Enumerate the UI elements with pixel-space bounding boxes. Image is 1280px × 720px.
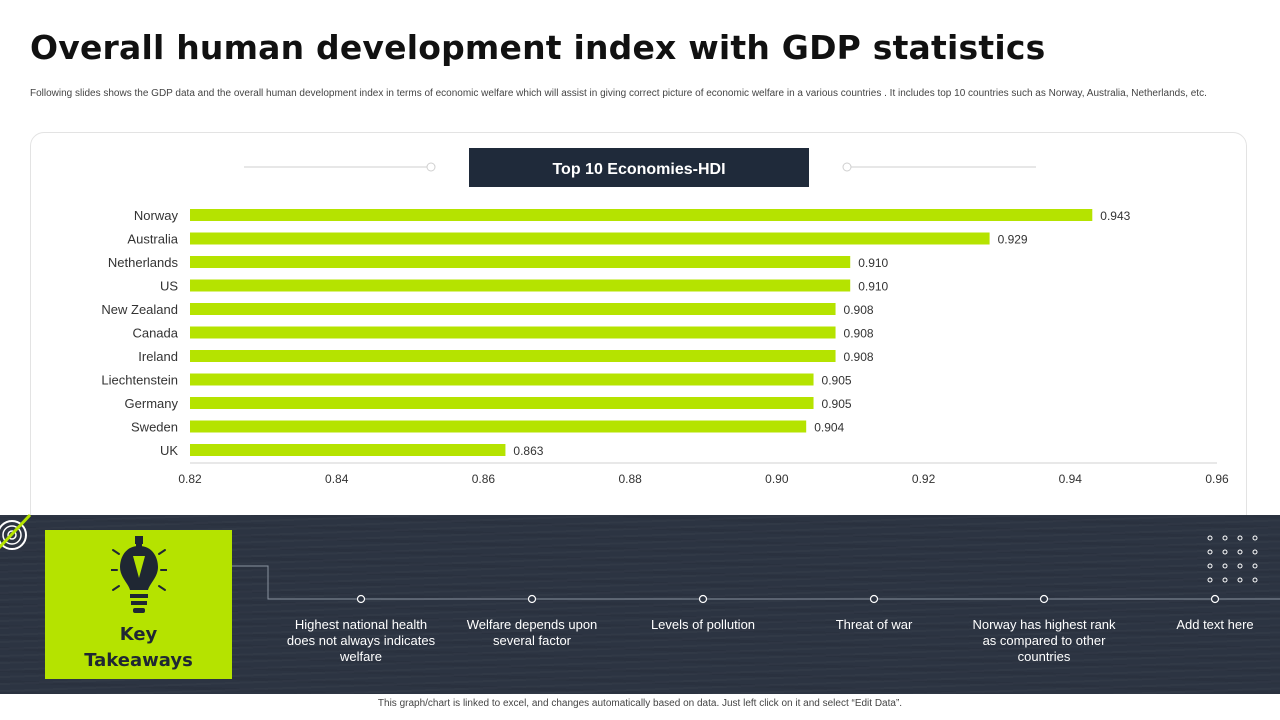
grid-dot (1222, 563, 1228, 569)
ring-logo-icon (0, 513, 32, 550)
grid-dot (1222, 535, 1228, 541)
value-label: 0.908 (844, 327, 874, 341)
category-label: Australia (127, 232, 178, 247)
footnote: This graph/chart is linked to excel, and… (377, 698, 903, 709)
value-label: 0.905 (822, 397, 852, 411)
category-label: Ireland (138, 349, 178, 364)
category-label: Netherlands (108, 255, 179, 270)
timeline-node-4 (869, 594, 879, 604)
value-label: 0.904 (814, 421, 844, 435)
bar-uk[interactable] (190, 444, 506, 456)
bar-netherlands[interactable] (190, 256, 851, 268)
pencil-lightbulb-icon (111, 536, 167, 613)
bar-ireland[interactable] (190, 350, 836, 362)
timeline (232, 565, 1280, 604)
key-takeaways-line1: Key (119, 624, 158, 645)
value-label: 0.910 (858, 280, 888, 294)
x-tick-label: 0.92 (912, 472, 936, 486)
bar-germany[interactable] (190, 397, 814, 409)
grid-dot (1252, 535, 1258, 541)
grid-dot (1237, 549, 1243, 555)
takeaway-item-5[interactable]: Norway has highest rank as compared to o… (972, 617, 1116, 664)
category-label: UK (160, 443, 178, 458)
x-tick-label: 0.96 (1205, 472, 1229, 486)
value-label: 0.929 (998, 233, 1028, 247)
bar-us[interactable] (190, 279, 851, 292)
grid-dot (1237, 563, 1243, 569)
bar-australia[interactable] (190, 232, 990, 245)
bar-liechtenstein[interactable] (190, 373, 814, 386)
value-label: 0.910 (858, 256, 888, 270)
x-tick-label: 0.84 (325, 472, 349, 486)
bar-norway[interactable] (190, 209, 1093, 221)
value-label: 0.908 (844, 350, 874, 364)
timeline-connector (232, 565, 1280, 600)
grid-dot (1252, 549, 1258, 555)
grid-dot (1222, 549, 1228, 555)
page-title: Overall human development index with GDP… (30, 28, 1046, 67)
x-tick-label: 0.86 (472, 472, 496, 486)
value-label: 0.863 (513, 444, 543, 458)
title-right-dot (842, 162, 852, 172)
chart-card[interactable]: Top 10 Economies-HDI Norway 0.943 Australia… (30, 132, 1247, 534)
takeaway-item-4[interactable]: Threat of war (835, 617, 913, 632)
timeline-node-3 (698, 594, 708, 604)
grid-dot (1222, 577, 1228, 583)
grid-dot (1252, 577, 1258, 583)
category-label: Sweden (131, 420, 178, 435)
category-label: Liechtenstein (101, 373, 178, 388)
key-takeaways-line2: Takeaways (84, 650, 193, 671)
category-label: Norway (134, 208, 179, 223)
bar-sweden[interactable] (190, 420, 807, 433)
x-tick-label: 0.90 (765, 472, 789, 486)
key-takeaways-box: Key Takeaways (45, 530, 232, 679)
takeaway-item-3[interactable]: Levels of pollution (650, 617, 756, 632)
x-tick-label: 0.82 (178, 472, 202, 486)
value-label: 0.905 (822, 374, 852, 388)
hdi-bar-chart[interactable]: Top 10 Economies-HDI Norway 0.943 Australia… (31, 133, 1246, 533)
grid-dot (1237, 535, 1243, 541)
bar-new-zealand[interactable] (190, 303, 836, 315)
chart-title: Top 10 Economies-HDI (552, 161, 725, 178)
key-takeaways-band: Key Takeaways Highest national health do… (0, 513, 1280, 694)
grid-dot (1207, 577, 1213, 583)
category-label: Germany (125, 396, 179, 411)
takeaway-item-2[interactable]: Welfare depends upon several factor (466, 617, 598, 648)
category-label: New Zealand (101, 302, 178, 317)
timeline-node-5 (1039, 594, 1049, 604)
bar-canada[interactable] (190, 326, 836, 339)
grid-dot (1207, 535, 1213, 541)
grid-dot (1252, 563, 1258, 569)
chart-title-box (469, 148, 809, 187)
dots-grid-icon (1207, 535, 1258, 583)
takeaway-item-1[interactable]: Highest national health does not always … (286, 617, 436, 664)
key-takeaways-label: Key Takeaways (45, 622, 232, 674)
timeline-node-1 (356, 594, 366, 604)
x-tick-label: 0.88 (618, 472, 642, 486)
page-subtitle: Following slides shows the GDP data and … (30, 88, 1207, 99)
grid-dot (1237, 577, 1243, 583)
category-label: US (160, 279, 178, 294)
takeaway-item-6[interactable]: Add text here (1176, 617, 1254, 632)
grid-dot (1207, 549, 1213, 555)
value-label: 0.943 (1100, 209, 1130, 223)
title-left-dot (426, 162, 436, 172)
x-tick-label: 0.94 (1059, 472, 1083, 486)
timeline-node-2 (527, 594, 537, 604)
value-label: 0.908 (844, 303, 874, 317)
timeline-node-6 (1210, 594, 1220, 604)
grid-dot (1207, 563, 1213, 569)
category-label: Canada (132, 326, 178, 341)
